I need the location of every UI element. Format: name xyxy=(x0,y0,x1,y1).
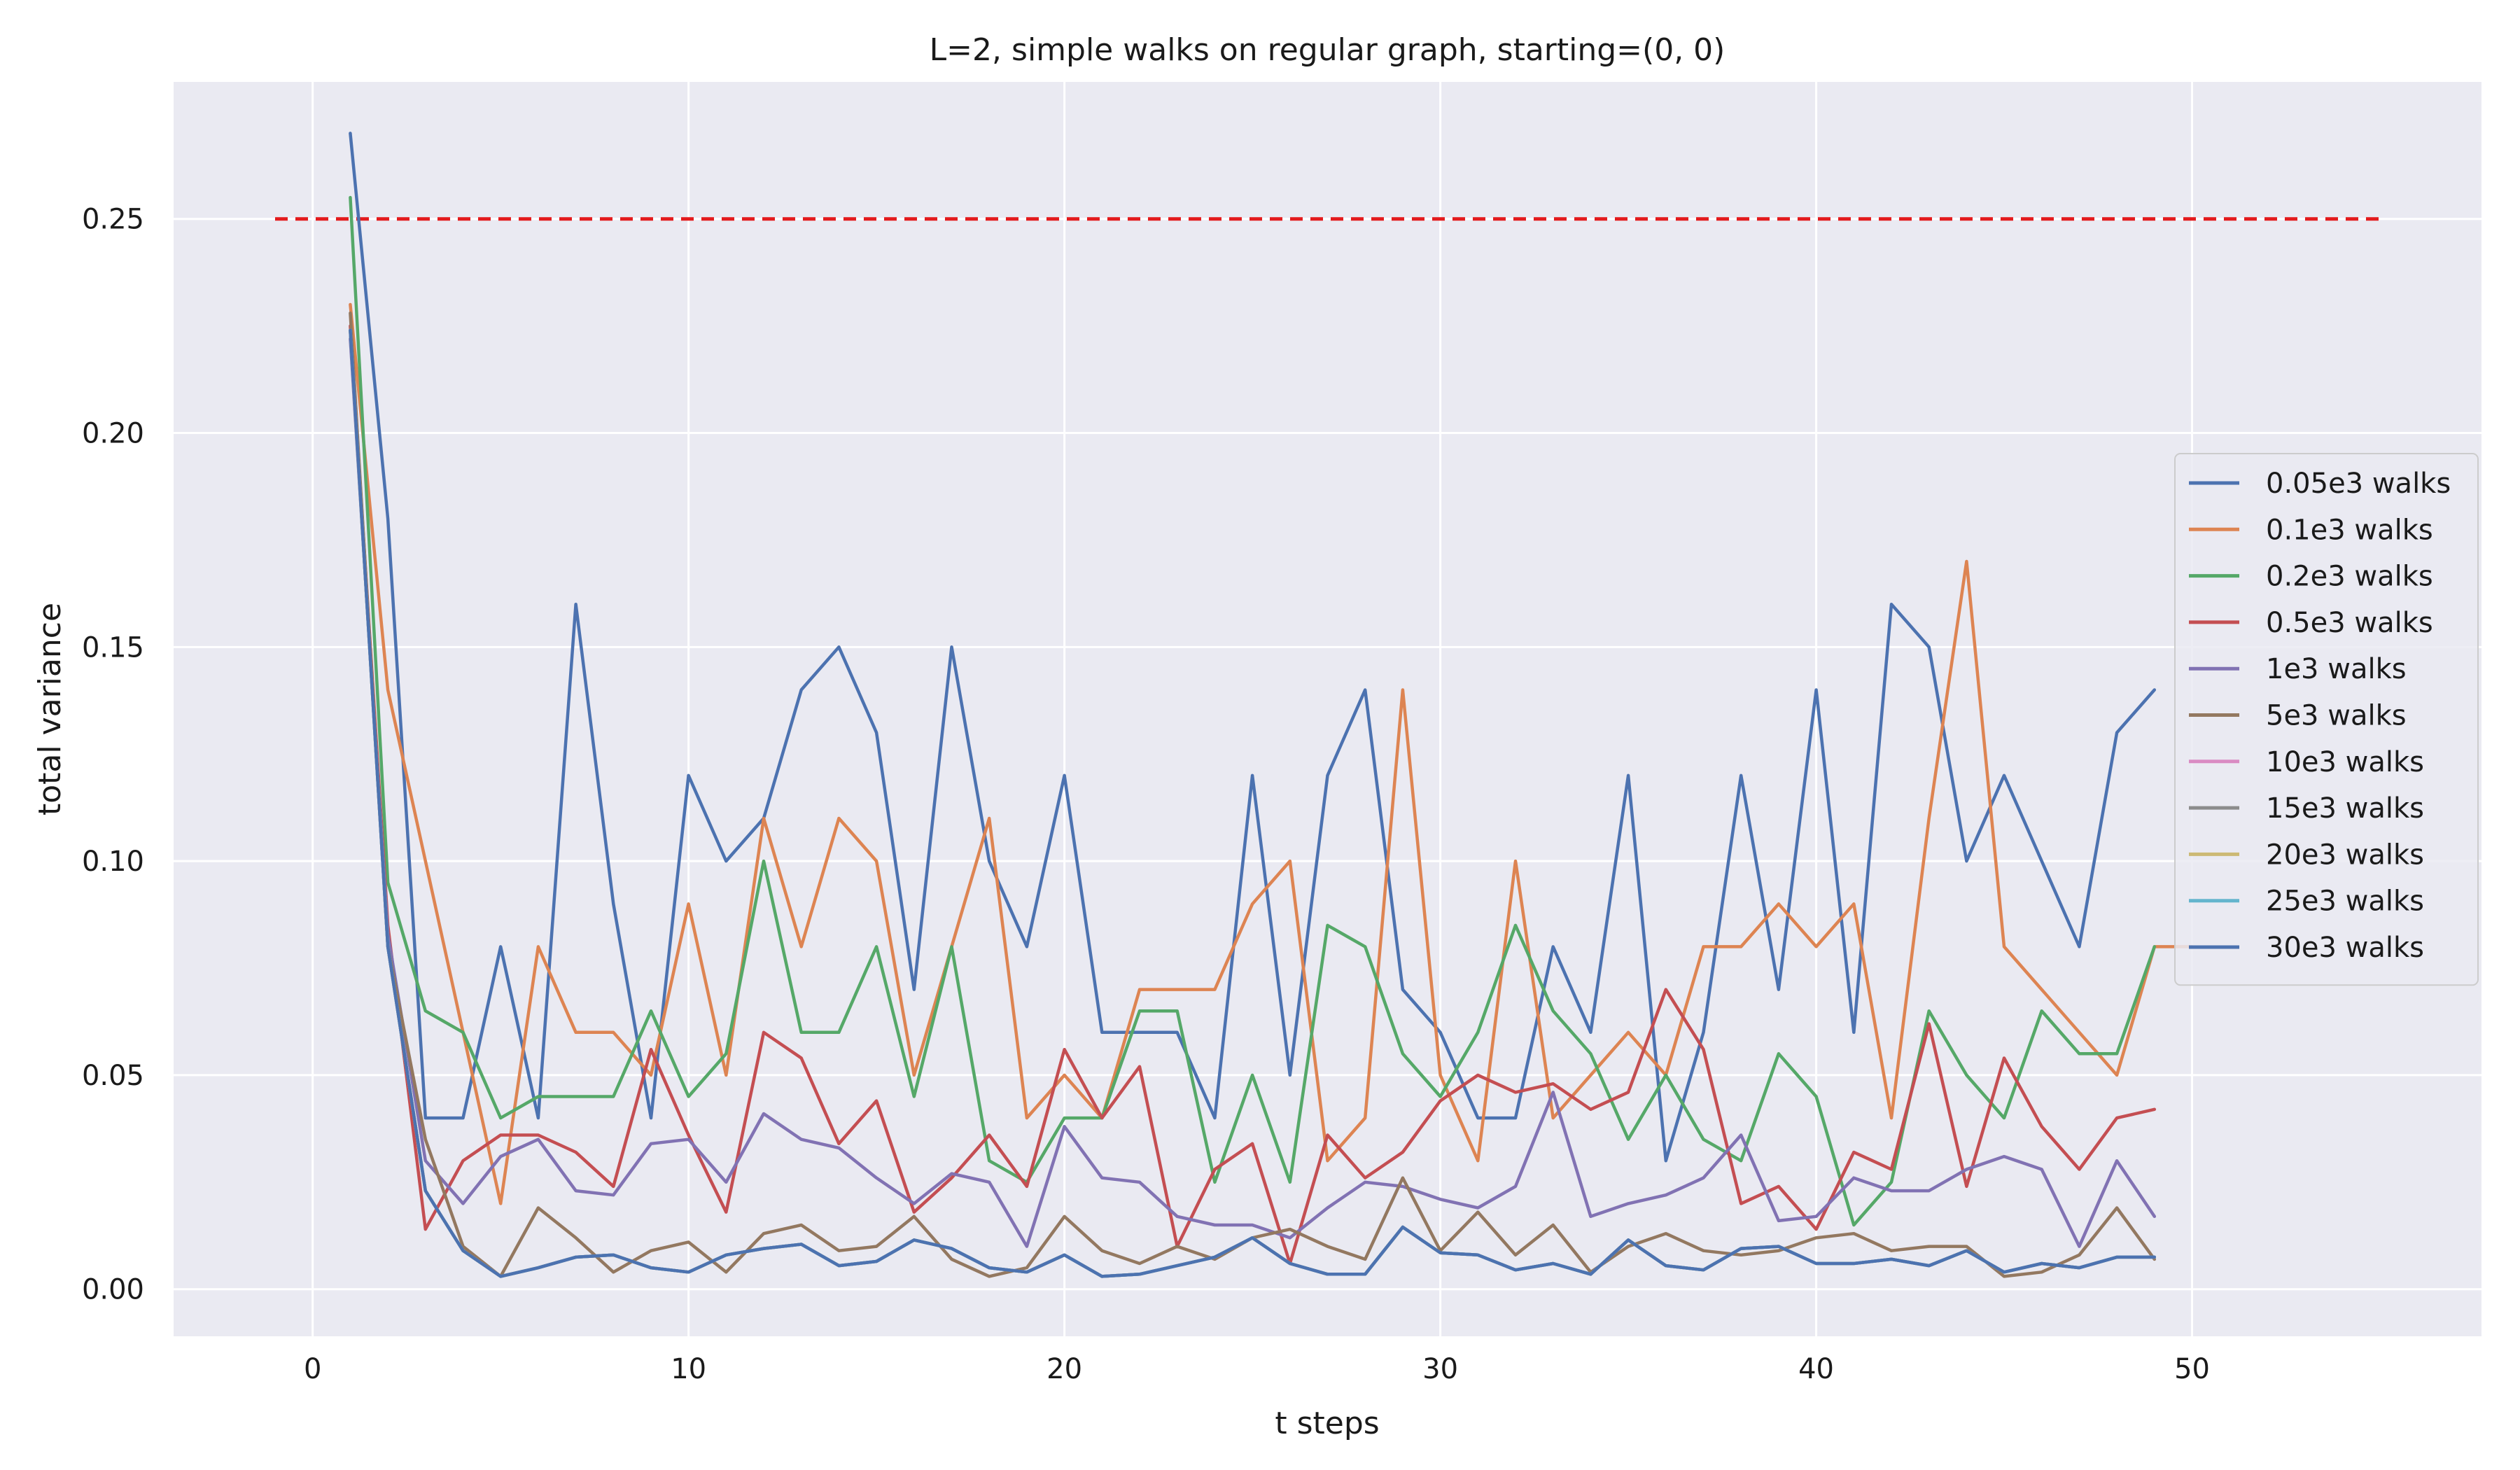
x-axis-label: t steps xyxy=(1275,1406,1379,1441)
series-line-10 xyxy=(349,328,2157,1278)
x-tick-label: 30 xyxy=(1422,1353,1458,1385)
legend-label: 0.5e3 walks xyxy=(2266,607,2433,639)
x-tick-label: 50 xyxy=(2174,1353,2210,1385)
series-line-2 xyxy=(349,195,2157,1227)
x-tick-label: 0 xyxy=(304,1353,321,1385)
legend-label: 0.1e3 walks xyxy=(2266,514,2433,546)
series-line-4 xyxy=(349,337,2157,1248)
legend-label: 0.2e3 walks xyxy=(2266,561,2433,593)
x-tick-label: 40 xyxy=(1798,1353,1834,1385)
y-tick-label: 0.05 xyxy=(82,1060,144,1092)
y-axis-label: total variance xyxy=(32,603,68,816)
y-tick-label: 0.25 xyxy=(82,204,144,236)
series-line-1 xyxy=(349,302,2194,1205)
x-tick-label: 10 xyxy=(671,1353,706,1385)
legend: 0.05e3 walks 0.1e3 walks 0.2e3 walks 0.5e3 … xyxy=(2174,453,2479,986)
series-line-3 xyxy=(349,324,2157,1266)
chart-title: L=2, simple walks on regular graph, star… xyxy=(930,32,1726,68)
x-tick-label: 20 xyxy=(1046,1353,1082,1385)
y-tick-label: 0.10 xyxy=(82,846,144,878)
plot-background xyxy=(174,82,2482,1336)
legend-label: 25e3 walks xyxy=(2266,886,2424,918)
y-tick-label: 0.15 xyxy=(82,631,144,664)
legend-box xyxy=(2174,453,2479,986)
legend-label: 15e3 walks xyxy=(2266,792,2424,825)
x-tick-labels: 0 10 20 30 40 50 xyxy=(304,1353,2210,1385)
legend-label: 10e3 walks xyxy=(2266,746,2424,778)
series-layer xyxy=(274,132,2381,1278)
y-tick-label: 0.20 xyxy=(82,418,144,450)
legend-label: 20e3 walks xyxy=(2266,839,2424,871)
legend-label: 1e3 walks xyxy=(2266,653,2407,685)
legend-label: 0.05e3 walks xyxy=(2266,468,2451,500)
legend-label: 30e3 walks xyxy=(2266,932,2424,964)
y-tick-labels: 0.00 0.05 0.10 0.15 0.20 0.25 xyxy=(82,204,144,1306)
legend-label: 5e3 walks xyxy=(2266,700,2407,732)
y-tick-label: 0.00 xyxy=(82,1274,144,1306)
series-line-0 xyxy=(349,132,2157,1163)
